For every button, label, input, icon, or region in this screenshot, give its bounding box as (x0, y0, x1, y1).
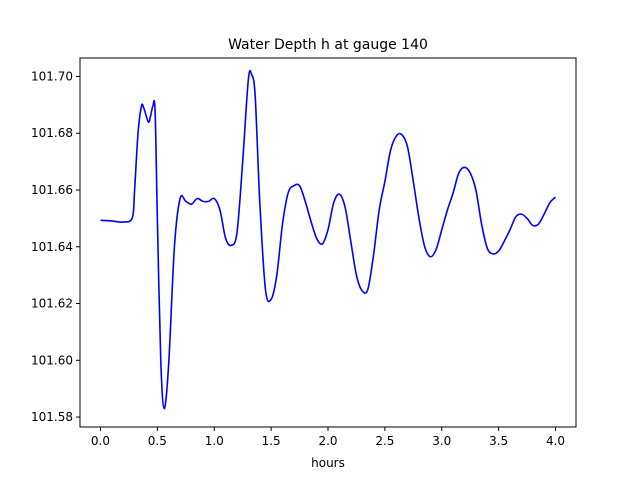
plot-area (100, 69, 557, 410)
x-tick-label: 0.5 (148, 434, 167, 448)
series-line-0 (100, 69, 557, 410)
y-tick-label: 101.68 (31, 126, 73, 140)
x-axis-label: hours (311, 456, 345, 470)
y-tick-label: 101.66 (31, 183, 73, 197)
y-axis: 101.58 101.60 101.62 101.64 101.66 101.68 101.… (31, 69, 80, 424)
y-tick-label: 101.64 (31, 240, 73, 254)
chart-title: Water Depth h at gauge 140 (228, 37, 428, 53)
x-tick-label: 1.0 (205, 434, 224, 448)
x-tick-label: 2.5 (375, 434, 394, 448)
plot-frame (79, 57, 577, 428)
x-tick-label: 2.0 (318, 434, 337, 448)
y-tick-label: 101.60 (31, 353, 73, 367)
x-axis: 0.0 0.5 1.0 1.5 2.0 2.5 3.0 3.5 4.0 (91, 427, 565, 448)
x-tick-label: 4.0 (546, 434, 565, 448)
y-tick-label: 101.58 (31, 410, 73, 424)
x-tick-label: 3.5 (489, 434, 508, 448)
y-tick-label: 101.62 (31, 297, 73, 311)
x-tick-label: 0.0 (91, 434, 110, 448)
x-tick-label: 1.5 (262, 434, 281, 448)
y-tick-label: 101.70 (31, 69, 73, 83)
x-tick-label: 3.0 (432, 434, 451, 448)
